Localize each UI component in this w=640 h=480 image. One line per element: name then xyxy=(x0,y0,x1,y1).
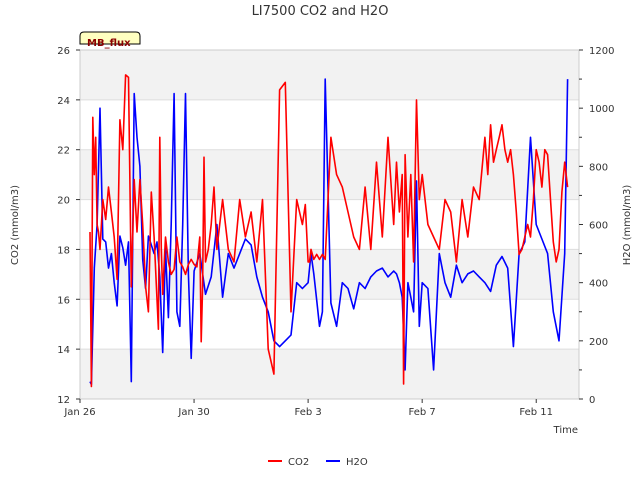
y-right-tick-label: 0 xyxy=(589,395,595,406)
y-right-tick-label: 600 xyxy=(589,221,608,232)
legend-label-co2: CO2 xyxy=(288,457,309,468)
y-left-tick-label: 18 xyxy=(57,245,70,256)
y-left-tick-label: 22 xyxy=(57,146,70,157)
y-left-tick-label: 24 xyxy=(57,96,70,107)
y-right-ticks: 0 200 400 600 800 1000 1200 xyxy=(579,46,614,406)
y-axis-left-label: CO2 (mmol/m3) xyxy=(10,185,21,265)
grid-band xyxy=(80,349,579,399)
y-left-tick-label: 26 xyxy=(57,46,70,57)
x-ticks: Jan 26 Jan 30 Feb 3 Feb 7 Feb 11 xyxy=(63,399,553,418)
x-tick-label: Jan 26 xyxy=(63,407,95,418)
y-left-tick-label: 14 xyxy=(57,345,70,356)
y-right-tick-label: 400 xyxy=(589,279,608,290)
legend-label-h2o: H2O xyxy=(346,457,368,468)
grid-band xyxy=(80,50,579,100)
y-right-tick-label: 1200 xyxy=(589,46,614,57)
y-left-tick-label: 16 xyxy=(57,295,70,306)
x-axis-label: Time xyxy=(553,425,578,436)
series-layer xyxy=(89,74,569,388)
y-left-tick-label: 20 xyxy=(57,196,70,207)
series-line-h2o xyxy=(89,78,569,386)
chart-title: LI7500 CO2 and H2O xyxy=(252,4,389,19)
x-tick-label: Feb 3 xyxy=(294,407,321,418)
x-tick-label: Jan 30 xyxy=(177,407,209,418)
y-left-ticks: 12 14 16 18 20 22 24 26 xyxy=(57,46,80,406)
y-axis-right-label: H2O (mmol/m3) xyxy=(622,185,633,266)
y-right-tick-label: 200 xyxy=(589,337,608,348)
y-right-tick-label: 800 xyxy=(589,162,608,173)
y-left-tick-label: 12 xyxy=(57,395,70,406)
site-badge: MB_flux xyxy=(79,31,141,49)
legend: CO2 H2O xyxy=(268,457,368,468)
x-tick-label: Feb 7 xyxy=(409,407,436,418)
x-tick-label: Feb 11 xyxy=(519,407,553,418)
site-badge-label: MB_flux xyxy=(87,38,131,49)
y-right-tick-label: 1000 xyxy=(589,104,614,115)
series-line-co2 xyxy=(89,74,569,388)
